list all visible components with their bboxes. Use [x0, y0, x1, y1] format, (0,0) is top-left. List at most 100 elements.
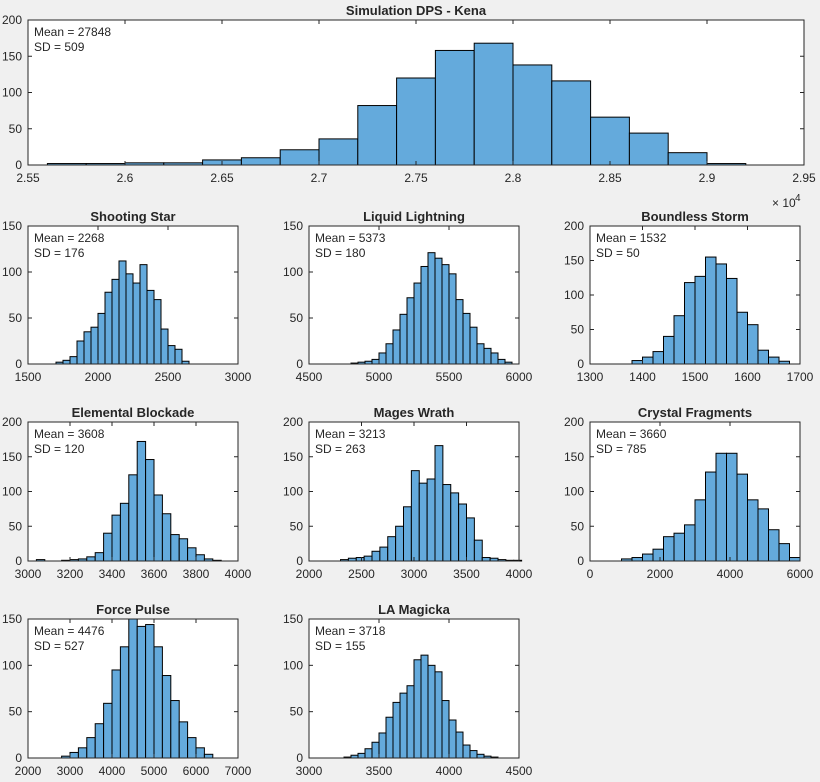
x-tick-label: 3500 — [366, 764, 393, 778]
mean-annotation: Mean = 27848 — [34, 25, 111, 39]
x-exponent-power: 4 — [795, 193, 801, 204]
histogram-bar — [86, 556, 96, 562]
histogram-bar — [441, 700, 450, 759]
histogram-bar — [434, 445, 444, 562]
histogram-bar — [83, 331, 92, 365]
x-tick-label: 3500 — [453, 567, 480, 581]
x-tick-label: 1500 — [682, 370, 709, 384]
histogram-bar — [62, 359, 71, 365]
histogram-bar — [462, 312, 471, 365]
x-tick-label: 2500 — [155, 370, 182, 384]
histogram-boundless-storm: 1300 1400 1500 1600 1700 0 50 100 150 200 Boundles… — [564, 209, 814, 384]
sd-annotation: SD = 176 — [34, 246, 85, 260]
histogram-bar — [628, 132, 669, 166]
x-tick-label: 4000 — [506, 567, 533, 581]
y-tick-label: 0 — [15, 158, 22, 172]
histogram-elemental-blockade: 3000 3200 3400 3600 3800 4000 0 50 100 150 200 Elem… — [2, 405, 252, 581]
histogram-bar — [86, 737, 96, 759]
mean-annotation: Mean = 3718 — [315, 624, 386, 638]
histogram-bar — [174, 348, 183, 365]
histogram-bar — [410, 470, 420, 562]
y-tick-label: 200 — [283, 415, 303, 429]
x-tick-label: 7000 — [225, 764, 252, 778]
histogram-bar — [469, 326, 478, 365]
x-tick-label: 2.85 — [598, 171, 622, 185]
axes-box — [308, 618, 520, 759]
histogram-bar — [318, 138, 359, 166]
y-tick-label: 100 — [283, 485, 303, 499]
histogram-bar — [364, 748, 373, 759]
y-tick-label: 200 — [564, 415, 584, 429]
histogram-bar — [747, 499, 759, 562]
histogram-bar — [434, 671, 443, 759]
histogram-bar — [399, 313, 408, 365]
y-tick-label: 50 — [290, 519, 304, 533]
histogram-bar — [240, 157, 281, 166]
histogram-bar — [378, 732, 387, 759]
histogram-bar — [705, 471, 717, 562]
chart-title: Force Pulse — [96, 602, 170, 617]
histogram-bar — [170, 700, 180, 759]
histogram-bar — [111, 669, 121, 759]
histogram-bar — [371, 358, 380, 365]
histogram-bar — [161, 675, 172, 759]
histogram-bar — [684, 282, 696, 365]
x-tick-label: 2.9 — [699, 171, 716, 185]
histogram-bar — [418, 482, 428, 562]
histogram-bar — [768, 529, 780, 562]
y-tick-label: 150 — [283, 219, 303, 233]
histogram-bar — [170, 534, 180, 562]
histogram-bar — [420, 265, 429, 365]
mean-annotation: Mean = 3660 — [596, 427, 667, 441]
histogram-simulation-dps-kena: 2.55 2.6 2.65 2.7 2.75 2.8 2.85 2.9 2.95 0 50 100 15… — [2, 3, 816, 210]
y-tick-label: 50 — [9, 311, 23, 325]
x-tick-label: 6000 — [506, 370, 533, 384]
histogram-bar — [145, 459, 155, 562]
y-tick-label: 200 — [564, 219, 584, 233]
x-tick-label: 2.95 — [792, 171, 816, 185]
y-tick-label: 100 — [2, 265, 22, 279]
sd-annotation: SD = 180 — [315, 246, 366, 260]
histogram-bar — [434, 257, 443, 365]
x-tick-label: 2.6 — [117, 171, 134, 185]
x-tick-label: 6000 — [787, 567, 814, 581]
histogram-bar — [103, 532, 113, 562]
histogram-bar — [145, 624, 155, 759]
histogram-bar — [97, 312, 106, 365]
histogram-bar — [385, 343, 394, 365]
y-tick-label: 100 — [283, 265, 303, 279]
histogram-bar — [483, 347, 492, 365]
x-tick-label: 1500 — [15, 370, 42, 384]
histogram-bar — [448, 273, 457, 365]
y-tick-label: 150 — [2, 219, 22, 233]
x-tick-label: 5500 — [436, 370, 463, 384]
histogram-bar — [705, 256, 717, 365]
y-tick-label: 100 — [2, 86, 22, 100]
chart-title: Elemental Blockade — [72, 405, 195, 420]
y-tick-label: 100 — [564, 288, 584, 302]
x-tick-label: 2500 — [348, 567, 375, 581]
histogram-bar — [379, 546, 389, 562]
sd-annotation: SD = 785 — [596, 442, 647, 456]
histogram-bar — [642, 356, 654, 365]
y-tick-label: 150 — [2, 450, 22, 464]
x-tick-label: 4500 — [506, 764, 533, 778]
x-tick-label: 0 — [587, 567, 594, 581]
histogram-bar — [363, 555, 373, 562]
histogram-bar — [458, 503, 467, 562]
histogram-bar — [747, 324, 759, 365]
x-tick-label: 3000 — [225, 370, 252, 384]
histogram-bar — [132, 282, 141, 365]
histogram-bar — [448, 719, 457, 759]
histogram-bar — [399, 692, 408, 759]
y-tick-label: 150 — [564, 254, 584, 268]
histogram-bar — [136, 440, 147, 562]
histogram-bar — [94, 723, 105, 759]
histogram-bar — [789, 557, 801, 562]
histogram-bar — [469, 750, 478, 759]
x-tick-label: 5000 — [141, 764, 168, 778]
histogram-bar — [187, 547, 197, 562]
y-tick-label: 100 — [2, 658, 22, 672]
histogram-bar — [631, 557, 643, 562]
